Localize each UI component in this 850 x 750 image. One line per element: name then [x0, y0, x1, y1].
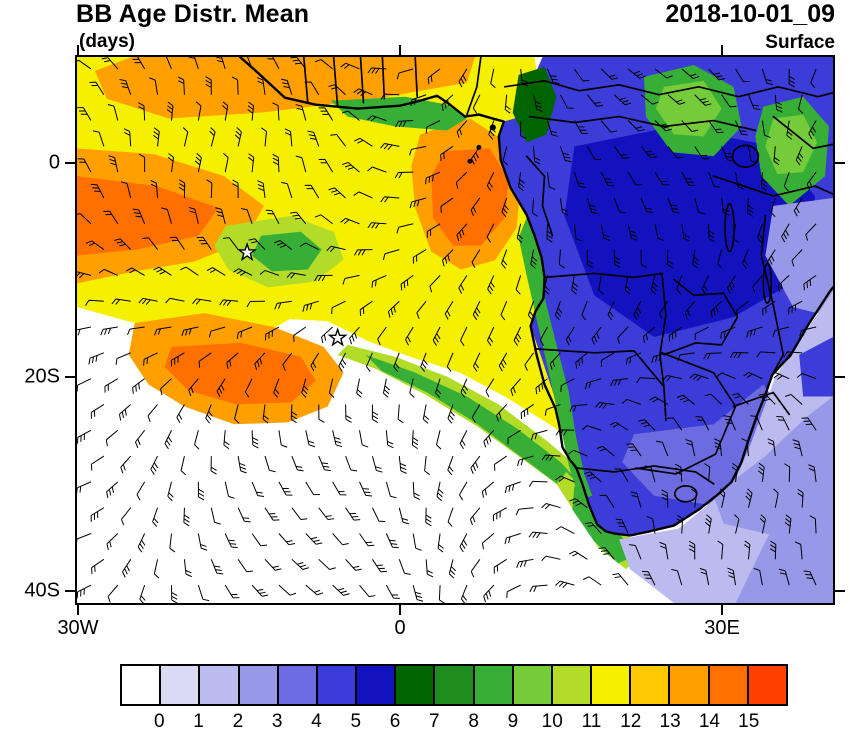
axis-tick — [721, 605, 724, 615]
colorbar-label: 10 — [541, 711, 563, 732]
colorbar-label: 0 — [153, 711, 165, 732]
plot-title: BB Age Distr. Mean — [76, 0, 310, 28]
station-markers — [237, 241, 348, 347]
lake-victoria — [731, 144, 760, 169]
level-label: Surface — [765, 32, 835, 53]
colorbar-label: 14 — [698, 711, 720, 732]
map-canvas — [77, 57, 833, 603]
colorbar-label: 8 — [468, 711, 479, 732]
colorbar-label: 7 — [429, 711, 440, 732]
colorbar-cell — [237, 664, 279, 706]
y-tick-label-0: 0 — [48, 151, 60, 174]
axis-tick — [77, 45, 80, 55]
colorbar — [120, 664, 788, 706]
coastline — [238, 57, 833, 537]
axis-tick — [65, 590, 75, 593]
axis-tick — [399, 45, 402, 55]
colorbar-cell — [120, 664, 162, 706]
colorbar-cell — [159, 664, 201, 706]
star-marker — [237, 241, 258, 262]
x-tick-label-0: 0 — [394, 617, 406, 639]
colorbar-cell — [198, 664, 240, 706]
colorbar-cell — [629, 664, 671, 706]
colorbar-cell — [550, 664, 593, 706]
colorbar-cell — [433, 664, 475, 706]
colorbar-label: 12 — [620, 711, 642, 732]
star-marker — [327, 327, 348, 347]
x-tick-label-30w: 30W — [57, 617, 99, 639]
y-tick-label-40s: 40S — [24, 579, 60, 602]
axis-tick — [65, 162, 75, 165]
colorbar-cell — [511, 664, 553, 706]
units-label: (days) — [79, 31, 135, 52]
axis-tick — [65, 376, 75, 379]
colorbar-label: 11 — [581, 711, 602, 732]
colorbar-label: 15 — [738, 711, 760, 732]
colorbar-cell — [472, 664, 514, 706]
wind-barbs-layer — [77, 57, 817, 603]
colorbar-label: 6 — [389, 711, 401, 732]
colorbar-label: 3 — [271, 711, 283, 732]
field-fill-layer — [77, 57, 833, 603]
x-tick-label-30e: 30E — [704, 617, 740, 639]
colorbar-cell — [668, 664, 710, 706]
axis-tick — [399, 605, 402, 615]
colorbar-cell — [590, 664, 632, 706]
country-borders — [302, 57, 833, 485]
colorbar-cell — [276, 664, 318, 706]
axis-tick — [835, 376, 845, 379]
colorbar-cell — [315, 664, 358, 706]
y-tick-label-20s: 20S — [24, 365, 60, 388]
colorbar-label: 2 — [232, 711, 244, 732]
colorbar-label: 9 — [507, 711, 519, 732]
axis-tick — [835, 162, 845, 165]
colorbar-label: 5 — [350, 711, 362, 732]
colorbar-cell — [355, 664, 397, 706]
geography-layer — [238, 57, 833, 537]
datetime-label: 2018-10-01_09 — [665, 0, 835, 28]
axis-tick — [77, 605, 80, 615]
colorbar-label: 1 — [193, 711, 204, 732]
island-sao-tome — [467, 158, 473, 164]
colorbar-cell — [707, 664, 749, 706]
colorbar-label: 4 — [311, 711, 322, 732]
colorbar-cell — [394, 664, 436, 706]
colorbar-label: 13 — [659, 711, 681, 732]
lake-tanganyika — [724, 203, 735, 253]
axis-tick — [721, 45, 724, 55]
map-plot — [75, 55, 835, 605]
colorbar-cell — [746, 664, 788, 706]
axis-tick — [835, 590, 845, 593]
